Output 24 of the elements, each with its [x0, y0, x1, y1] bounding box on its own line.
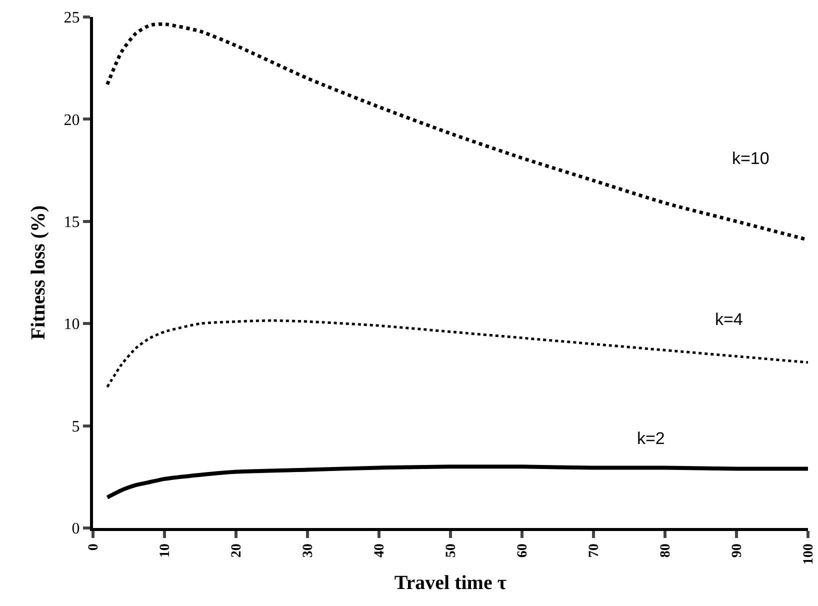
x-tick-label: 100 — [802, 544, 817, 565]
y-tick-label: 15 — [64, 214, 80, 231]
line-series — [106, 22, 808, 242]
x-axis-title: Travel time τ — [394, 572, 507, 594]
text: k=10 — [732, 149, 770, 168]
y-tick-label: 10 — [64, 316, 80, 334]
line-series — [105, 464, 808, 500]
x-tick-label: 0 — [86, 544, 102, 551]
y-tick-label: 5 — [72, 418, 80, 436]
x-tick-label: 90 — [730, 544, 746, 558]
series-label: k=4 — [715, 310, 743, 329]
y-tick-label: 0 — [72, 520, 80, 538]
y-tick-label: 20 — [64, 112, 80, 129]
y-tick-label: 25 — [64, 10, 80, 27]
x-tick-label: 80 — [658, 544, 674, 558]
y-axis-title: Fitness loss (%) — [27, 205, 50, 340]
x-tick-label: 30 — [301, 544, 316, 558]
x-tick-label: 40 — [372, 544, 388, 558]
x-tick-label: 60 — [516, 544, 531, 558]
x-tick-label: 10 — [158, 544, 174, 558]
series-label: k=2 — [637, 429, 665, 448]
x-tick-label: 50 — [444, 544, 460, 558]
x-tick-label: 70 — [587, 544, 602, 558]
x-tick-label: 20 — [230, 544, 245, 558]
